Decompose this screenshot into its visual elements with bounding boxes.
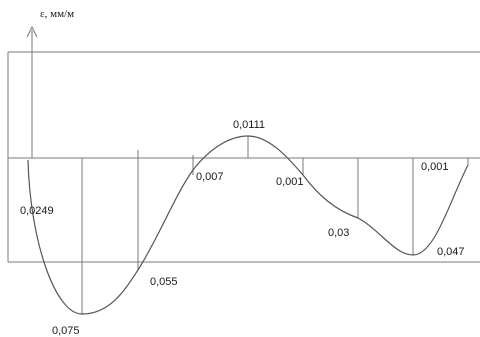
value-label: 0,075 bbox=[52, 325, 80, 337]
value-label: 0,055 bbox=[150, 276, 178, 288]
value-label: 0,0249 bbox=[20, 205, 54, 217]
value-label: 0,047 bbox=[437, 246, 465, 258]
strain-curve bbox=[27, 135, 469, 315]
value-label: 0,001 bbox=[276, 176, 304, 188]
value-label: 0,007 bbox=[196, 171, 224, 183]
value-label: 0,001 bbox=[421, 161, 449, 173]
axis-title: ε, мм/м bbox=[40, 8, 74, 20]
value-label: 0,0111 bbox=[233, 119, 265, 131]
axis-arrow-icon bbox=[26, 25, 38, 38]
value-label: 0,03 bbox=[328, 227, 349, 239]
